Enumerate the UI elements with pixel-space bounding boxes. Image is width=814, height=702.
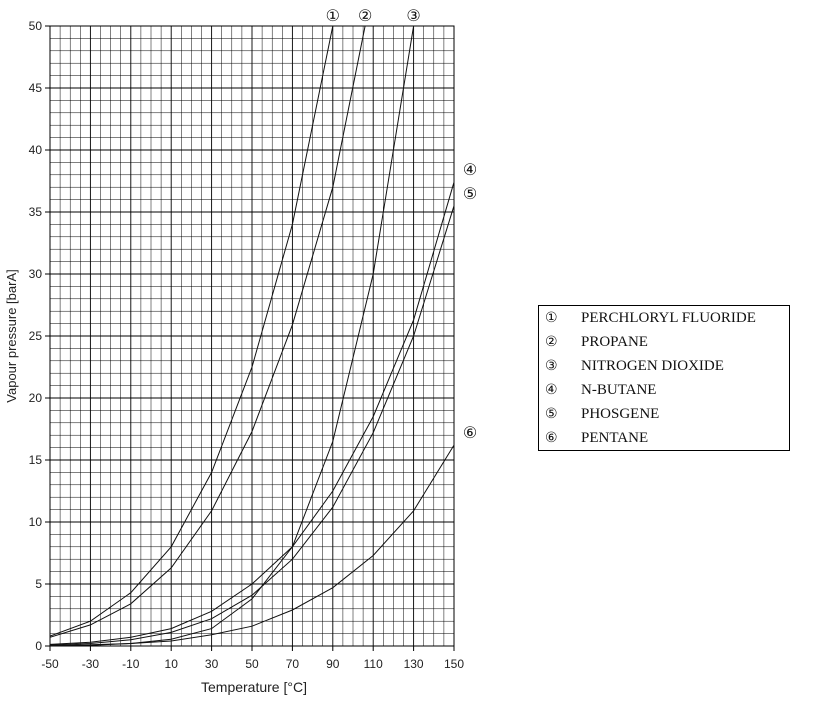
series-lines xyxy=(49,25,455,647)
series-markers: ① ② ③ ④ ⑤ ⑥ xyxy=(326,8,478,442)
series-line xyxy=(49,182,455,645)
x-tick-label: -50 xyxy=(41,657,59,671)
legend-item: ② PROPANE xyxy=(539,330,789,354)
x-tick-label: 70 xyxy=(286,657,300,671)
y-tick-label: 30 xyxy=(29,267,43,281)
x-tick-labels: -50 -30 -10 10 30 50 70 90 110 130 150 xyxy=(41,657,464,671)
legend-marker: ③ xyxy=(545,358,558,374)
grid xyxy=(49,25,455,647)
y-tick-labels: 0 5 10 15 20 25 30 35 40 45 50 xyxy=(29,19,43,653)
x-tick-label: 30 xyxy=(205,657,219,671)
y-tick-label: 45 xyxy=(29,81,43,95)
legend-label: PERCHLORYL FLUORIDE xyxy=(581,309,756,326)
legend-marker: ② xyxy=(545,334,558,350)
y-tick-label: 15 xyxy=(29,453,43,467)
series-marker: ③ xyxy=(406,8,420,25)
legend-label: N-BUTANE xyxy=(581,381,657,398)
legend-label: PROPANE xyxy=(581,333,648,350)
y-tick-label: 35 xyxy=(29,205,43,219)
series-line xyxy=(49,205,455,646)
series-marker: ① xyxy=(326,8,340,25)
x-tick-label: -30 xyxy=(82,657,100,671)
x-tick-label: 150 xyxy=(444,657,464,671)
y-tick-label: 5 xyxy=(35,577,42,591)
legend-item: ④ N-BUTANE xyxy=(539,378,789,402)
legend-label: NITROGEN DIOXIDE xyxy=(581,357,724,374)
y-tick-label: 40 xyxy=(29,143,43,157)
y-tick-label: 20 xyxy=(29,391,43,405)
x-tick-label: 50 xyxy=(245,657,259,671)
y-tick-label: 25 xyxy=(29,329,43,343)
x-tick-label: 10 xyxy=(165,657,179,671)
x-tick-label: 90 xyxy=(326,657,340,671)
y-tick-label: 10 xyxy=(29,515,43,529)
legend-item: ③ NITROGEN DIOXIDE xyxy=(539,354,789,378)
legend-item: ⑤ PHOSGENE xyxy=(539,402,789,426)
x-tick-label: 130 xyxy=(404,657,424,671)
x-axis-label: Temperature [°C] xyxy=(201,679,307,695)
series-marker: ④ xyxy=(463,162,477,179)
y-axis-label: Vapour pressure [barA] xyxy=(4,269,19,402)
series-line xyxy=(49,25,366,638)
x-tick-label: -10 xyxy=(122,657,140,671)
y-tick-label: 0 xyxy=(35,639,42,653)
legend-marker: ⑤ xyxy=(545,406,558,422)
legend-item: ⑥ PENTANE xyxy=(539,426,789,450)
legend-marker: ① xyxy=(545,310,558,326)
legend-label: PENTANE xyxy=(581,429,649,446)
series-marker: ⑤ xyxy=(463,186,477,203)
legend-item: ① PERCHLORYL FLUORIDE xyxy=(539,306,789,330)
series-line xyxy=(49,25,334,637)
series-line xyxy=(49,444,455,647)
legend: ① PERCHLORYL FLUORIDE ② PROPANE ③ NITROG… xyxy=(538,305,790,451)
x-tick-label: 110 xyxy=(364,657,383,671)
series-marker: ② xyxy=(358,8,372,25)
legend-marker: ④ xyxy=(545,382,558,398)
axes xyxy=(45,25,455,651)
series-marker: ⑥ xyxy=(463,425,477,442)
y-tick-label: 50 xyxy=(29,19,43,33)
legend-marker: ⑥ xyxy=(545,430,558,446)
legend-label: PHOSGENE xyxy=(581,405,660,422)
